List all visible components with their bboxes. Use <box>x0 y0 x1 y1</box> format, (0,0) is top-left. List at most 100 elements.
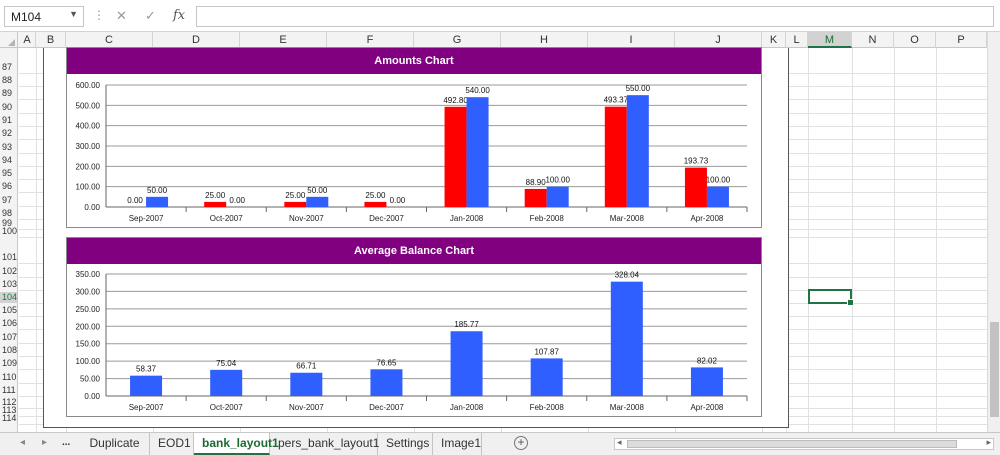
column-header-b[interactable]: B <box>36 32 66 48</box>
row-header-111[interactable]: 111 <box>2 385 16 395</box>
x-tick-label: Sep-2007 <box>129 403 164 412</box>
sheet-tab-pers-bank-layout1[interactable]: pers_bank_layout1 <box>270 433 379 455</box>
x-tick-label: Dec-2007 <box>369 214 404 223</box>
row-header-92[interactable]: 92 <box>2 128 13 138</box>
row-header-101[interactable]: 101 <box>2 252 18 262</box>
row-header-99[interactable]: 99 <box>2 218 13 228</box>
bar <box>444 106 467 207</box>
column-header-f[interactable]: F <box>327 32 414 48</box>
add-sheet-button[interactable]: + <box>514 436 528 450</box>
chart-title: Amounts Chart <box>67 48 761 74</box>
chevron-down-icon[interactable]: ▼ <box>69 9 78 19</box>
select-all-button[interactable] <box>0 32 18 48</box>
name-box-value: M104 <box>11 10 42 24</box>
insert-function-icon[interactable]: fx <box>173 8 186 23</box>
column-header-p[interactable]: P <box>936 32 987 48</box>
enter-icon[interactable]: ✓ <box>145 8 156 23</box>
scroll-left-icon[interactable]: ◂ <box>617 437 622 447</box>
horizontal-scrollbar[interactable]: ◂ ▸ <box>614 437 994 450</box>
row-header-88[interactable]: 88 <box>2 75 13 85</box>
row-header-109[interactable]: 109 <box>2 358 18 368</box>
data-label: 193.73 <box>684 157 709 166</box>
row-header-103[interactable]: 103 <box>2 279 18 289</box>
data-label: 66.71 <box>296 362 317 371</box>
sheet-tab-bank-layout1[interactable]: bank_layout1 <box>194 433 279 455</box>
data-label: 493.37 <box>604 96 629 105</box>
row-header-114[interactable]: 114 <box>2 413 17 423</box>
row-header-97[interactable]: 97 <box>2 195 13 205</box>
row-header-93[interactable]: 93 <box>2 142 13 152</box>
row-header-91[interactable]: 91 <box>2 115 13 125</box>
bar <box>284 201 307 207</box>
column-header-n[interactable]: N <box>852 32 894 48</box>
bar <box>524 188 547 207</box>
more-options-icon: ⋮ <box>93 8 105 22</box>
sheet-tab-duplicate[interactable]: Duplicate <box>80 433 150 455</box>
column-header-a[interactable]: A <box>19 32 36 48</box>
bar <box>610 281 643 396</box>
row-header-107[interactable]: 107 <box>2 332 18 342</box>
next-sheet-icon[interactable]: ▸ <box>42 437 48 448</box>
formula-input[interactable] <box>196 6 994 27</box>
column-header-l[interactable]: L <box>786 32 808 48</box>
row-header-105[interactable]: 105 <box>2 305 18 315</box>
column-header-k[interactable]: K <box>762 32 786 48</box>
column-header-j[interactable]: J <box>675 32 762 48</box>
row-header-104[interactable]: 104 <box>0 292 18 303</box>
y-tick-label: 0.00 <box>84 392 100 401</box>
column-header-h[interactable]: H <box>501 32 588 48</box>
row-header-95[interactable]: 95 <box>2 168 13 178</box>
y-tick-label: 350.00 <box>76 270 101 279</box>
column-header-e[interactable]: E <box>240 32 327 48</box>
sheet-tab-settings[interactable]: Settings <box>378 433 433 455</box>
active-cell-selection[interactable] <box>808 289 854 306</box>
y-tick-label: 300.00 <box>76 142 101 151</box>
column-header-c[interactable]: C <box>66 32 153 48</box>
amounts-chart-plot: 0.00 100.00 200.00 300.00 400.00 500.00 600.00… <box>76 81 748 223</box>
row-header-98[interactable]: 98 <box>2 208 13 218</box>
column-header-m[interactable]: M <box>808 32 852 48</box>
x-tick-label: Jan-2008 <box>450 214 484 223</box>
row-header-110[interactable]: 110 <box>2 372 17 382</box>
horizontal-scroll-thumb[interactable] <box>627 440 957 448</box>
column-header-i[interactable]: I <box>588 32 675 48</box>
row-header-102[interactable]: 102 <box>2 266 18 276</box>
row-header-100[interactable]: 100 <box>2 226 18 236</box>
x-tick-label: Apr-2008 <box>690 403 723 412</box>
bar <box>604 106 627 207</box>
amounts-chart[interactable]: Amounts Chart 0.00 100.00 200.00 300.00 400.… <box>66 47 762 228</box>
bar <box>450 331 483 396</box>
more-sheets-button[interactable]: ... <box>62 437 71 448</box>
row-header-108[interactable]: 108 <box>2 345 18 355</box>
row-header-112[interactable]: 112 <box>2 397 17 407</box>
data-label: 100.00 <box>545 176 570 185</box>
x-tick-label: Nov-2007 <box>289 214 324 223</box>
name-box[interactable]: M104 ▼ <box>4 6 84 27</box>
data-label: 540.00 <box>465 86 490 95</box>
row-header-106[interactable]: 106 <box>2 318 18 328</box>
prev-sheet-icon[interactable]: ◂ <box>20 437 26 448</box>
row-header-87[interactable]: 87 <box>2 62 13 72</box>
row-header-94[interactable]: 94 <box>2 155 13 165</box>
data-label: 50.00 <box>147 186 168 195</box>
column-header-g[interactable]: G <box>414 32 501 48</box>
column-header-d[interactable]: D <box>153 32 240 48</box>
scroll-right-icon[interactable]: ▸ <box>986 437 991 447</box>
row-header-89[interactable]: 89 <box>2 88 13 98</box>
row-header-90[interactable]: 90 <box>2 102 13 112</box>
bar <box>130 375 163 396</box>
average-balance-chart[interactable]: Average Balance Chart 0.00 50.00 100.00 150… <box>66 237 762 417</box>
vertical-scroll-thumb[interactable] <box>990 322 999 417</box>
data-label: 88.90 <box>526 178 547 187</box>
bar <box>626 95 649 207</box>
row-header-113[interactable]: 113 <box>2 405 17 415</box>
row-header-96[interactable]: 96 <box>2 181 13 191</box>
sheet-tab-image1[interactable]: Image1 <box>433 433 482 455</box>
column-header-o[interactable]: O <box>894 32 936 48</box>
x-tick-label: Mar-2008 <box>610 214 645 223</box>
cancel-icon[interactable]: ✕ <box>116 8 127 23</box>
y-tick-label: 100.00 <box>76 183 101 192</box>
vertical-scrollbar[interactable] <box>987 32 1000 432</box>
sheet-tab-eod1[interactable]: EOD1 <box>150 433 194 455</box>
y-tick-label: 400.00 <box>76 122 101 131</box>
